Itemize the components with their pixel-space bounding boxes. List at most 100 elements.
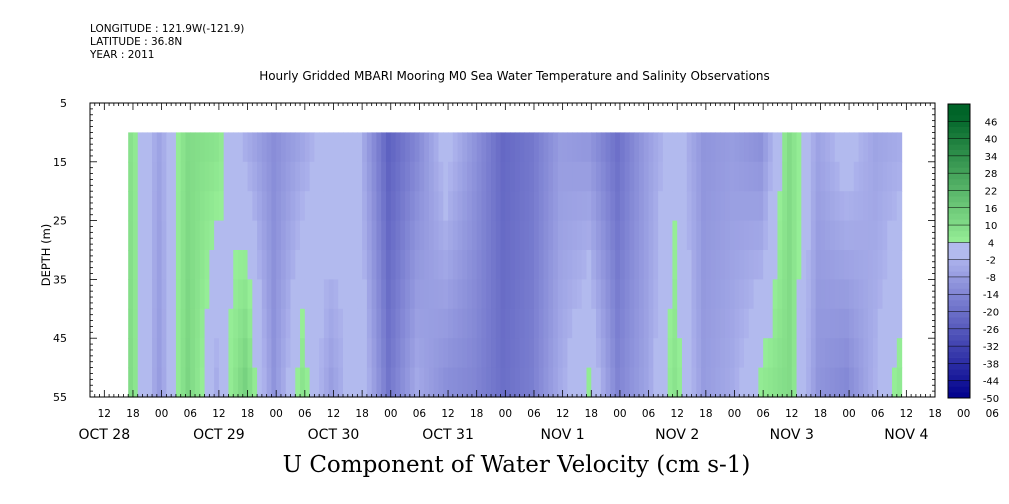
heatmap-cell bbox=[218, 250, 225, 280]
heatmap-cell bbox=[858, 279, 864, 310]
heatmap-cell bbox=[247, 250, 253, 280]
heatmap-cell bbox=[538, 191, 545, 222]
heatmap-cell bbox=[276, 250, 282, 280]
heatmap-cell bbox=[199, 308, 206, 339]
heatmap-cell bbox=[767, 367, 774, 398]
x-tick-label: 00 bbox=[728, 408, 741, 420]
heatmap-cell bbox=[495, 132, 502, 163]
heatmap-cell bbox=[400, 338, 406, 369]
heatmap-cell bbox=[853, 367, 860, 398]
heatmap-cell bbox=[686, 161, 693, 192]
heatmap-cell bbox=[557, 367, 564, 398]
heatmap-cell bbox=[877, 132, 884, 163]
colorbar-swatch bbox=[948, 138, 970, 145]
heatmap-cell bbox=[261, 191, 268, 222]
heatmap-cell bbox=[209, 220, 215, 251]
heatmap-cell bbox=[199, 161, 206, 192]
heatmap-cell bbox=[806, 308, 812, 339]
heatmap-cell bbox=[724, 367, 731, 398]
heatmap-cell bbox=[767, 338, 774, 369]
x-day-label: OCT 30 bbox=[308, 427, 360, 443]
x-tick-label: 06 bbox=[184, 408, 198, 420]
heatmap-cell bbox=[686, 367, 693, 398]
heatmap-cell bbox=[872, 338, 879, 369]
heatmap-cell bbox=[280, 132, 287, 163]
heatmap-cell bbox=[156, 367, 163, 398]
heatmap-cell bbox=[643, 220, 650, 251]
heatmap-cell bbox=[524, 250, 530, 280]
colorbar-label: 22 bbox=[985, 186, 998, 197]
heatmap-cell bbox=[237, 279, 244, 310]
heatmap-cell bbox=[428, 220, 435, 251]
heatmap-cell bbox=[295, 191, 301, 222]
heatmap-cell bbox=[519, 308, 526, 339]
heatmap-cell bbox=[787, 191, 793, 222]
heatmap-cell bbox=[271, 308, 277, 339]
heatmap-cell bbox=[705, 338, 712, 369]
heatmap-cell bbox=[190, 338, 196, 369]
heatmap-cell bbox=[152, 191, 158, 222]
heatmap-cell bbox=[476, 367, 483, 398]
heatmap-cell bbox=[471, 367, 478, 398]
heatmap-cell bbox=[457, 367, 463, 398]
heatmap-cell bbox=[777, 132, 783, 163]
heatmap-cell bbox=[371, 161, 378, 192]
heatmap-cell bbox=[892, 338, 898, 369]
heatmap-cell bbox=[290, 279, 296, 310]
heatmap-cell bbox=[218, 279, 225, 310]
heatmap-cell bbox=[562, 161, 568, 192]
heatmap-cell bbox=[624, 338, 631, 369]
heatmap-cell bbox=[505, 132, 511, 163]
heatmap-cell bbox=[767, 161, 774, 192]
heatmap-cell bbox=[400, 250, 406, 280]
heatmap-cell bbox=[629, 308, 635, 339]
heatmap-cell bbox=[734, 250, 740, 280]
heatmap-cell bbox=[505, 250, 511, 280]
heatmap-cell bbox=[409, 279, 416, 310]
heatmap-cell bbox=[209, 279, 215, 310]
heatmap-cell bbox=[734, 132, 740, 163]
heatmap-cell bbox=[195, 338, 201, 369]
heatmap-cell bbox=[300, 161, 306, 192]
heatmap-cell bbox=[285, 279, 292, 310]
heatmap-cell bbox=[729, 250, 736, 280]
heatmap-cell bbox=[209, 308, 215, 339]
heatmap-cell bbox=[252, 220, 258, 251]
heatmap-cell bbox=[538, 220, 545, 251]
heatmap-cell bbox=[486, 191, 492, 222]
heatmap-cell bbox=[132, 279, 139, 310]
heatmap-cell bbox=[300, 279, 306, 310]
heatmap-cell bbox=[467, 161, 473, 192]
heatmap-cell bbox=[557, 161, 564, 192]
heatmap-cell bbox=[309, 308, 315, 339]
heatmap-cell bbox=[156, 161, 163, 192]
heatmap-cell bbox=[352, 338, 358, 369]
heatmap-cell bbox=[323, 220, 330, 251]
heatmap-cell bbox=[462, 161, 468, 192]
heatmap-cell bbox=[662, 161, 669, 192]
heatmap-cell bbox=[615, 338, 621, 369]
heatmap-cell bbox=[529, 220, 535, 251]
heatmap-cell bbox=[471, 338, 478, 369]
colorbar-label: 16 bbox=[985, 204, 998, 215]
heatmap-cell bbox=[686, 191, 693, 222]
heatmap-cell bbox=[810, 308, 817, 339]
heatmap-cell bbox=[872, 161, 879, 192]
heatmap-cell bbox=[553, 220, 559, 251]
heatmap-cell bbox=[634, 279, 640, 310]
heatmap-cell bbox=[247, 191, 253, 222]
x-tick-label: 06 bbox=[642, 408, 656, 420]
colorbar-swatch bbox=[948, 121, 970, 128]
heatmap-cell bbox=[171, 338, 177, 369]
heatmap-cell bbox=[309, 250, 315, 280]
heatmap-cell bbox=[257, 250, 263, 280]
heatmap-cell bbox=[171, 161, 177, 192]
heatmap-cell bbox=[371, 191, 378, 222]
heatmap-cell bbox=[214, 250, 220, 280]
heatmap-cell bbox=[524, 367, 530, 398]
heatmap-cell bbox=[772, 220, 779, 251]
heatmap-cell bbox=[376, 191, 382, 222]
heatmap-cell bbox=[863, 367, 869, 398]
heatmap-cell bbox=[538, 279, 545, 310]
